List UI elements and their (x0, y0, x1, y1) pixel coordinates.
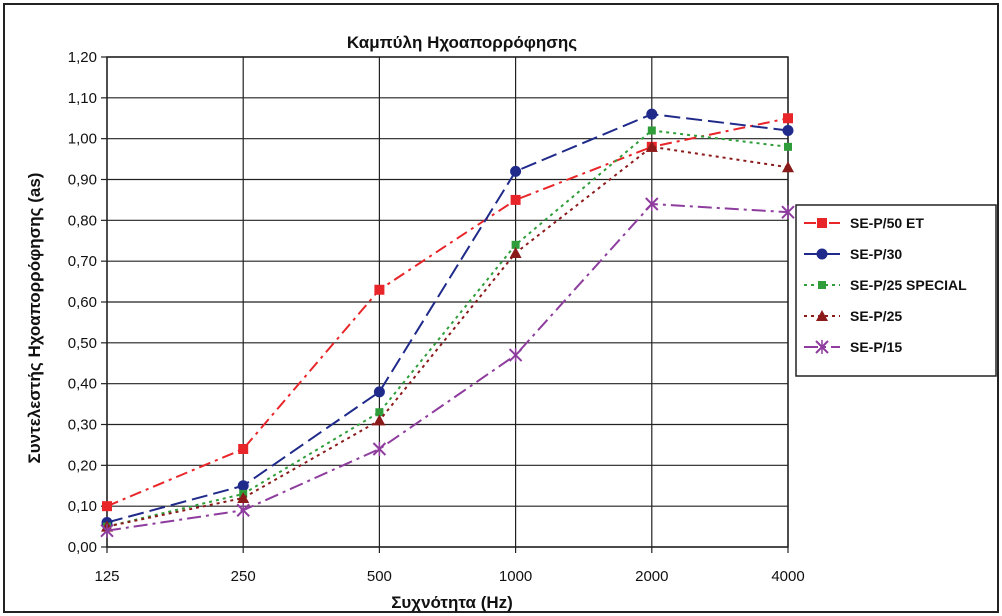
series-point-4 (373, 414, 386, 426)
series-point-5 (100, 523, 114, 538)
x-tick-label: 500 (367, 568, 392, 585)
y-tick-label: 0,70 (68, 253, 97, 270)
series-point-5 (508, 348, 523, 363)
y-tick-label: 0,00 (68, 539, 97, 556)
legend-label: SE-P/30 (850, 246, 902, 262)
y-tick-label: 0,60 (68, 294, 97, 311)
y-tick-label: 1,10 (68, 90, 97, 107)
x-tick-label: 4000 (771, 568, 804, 585)
x-tick-label: 125 (94, 568, 119, 585)
x-tick-label: 1000 (499, 568, 532, 585)
series-point-5 (645, 197, 659, 211)
series-point-4 (509, 247, 522, 258)
series-point-2 (510, 165, 522, 177)
y-tick-label: 0,80 (68, 212, 97, 229)
x-axis-title: Συχνότητα (Hz) (391, 593, 513, 612)
legend: SE-P/50 ET SE-P/30 SE-P/25 SPECIAL SE-P/25 S… (795, 204, 997, 377)
y-tick-label: 0,30 (68, 417, 97, 434)
series-point-1 (783, 113, 793, 124)
legend-box (795, 204, 997, 377)
series-line-4 (106, 145, 789, 528)
series-point-2 (782, 125, 794, 136)
series-point-5 (781, 205, 795, 220)
legend-swatch-marker (816, 248, 828, 260)
y-tick-label: 1,20 (68, 49, 97, 66)
series-point-4 (782, 161, 794, 173)
legend-swatch-marker (817, 218, 827, 228)
series-point-5 (372, 442, 387, 456)
legend-label: SE-P/25 SPECIAL (850, 277, 967, 293)
legend-swatch-marker (815, 340, 829, 354)
series-point-1 (102, 501, 112, 512)
series-point-1 (510, 194, 521, 205)
y-axis-title: Συντελεστής Ηχοαπορρόφησης (as) (25, 173, 44, 464)
series-point-2 (237, 480, 249, 492)
series-point-3 (511, 240, 520, 249)
y-tick-label: 0,40 (68, 376, 97, 393)
y-tick-label: 0,10 (68, 498, 97, 515)
series-point-1 (374, 284, 385, 295)
legend-swatch-marker (816, 310, 828, 321)
y-tick-label: 1,00 (68, 131, 97, 148)
y-tick-label: 0,50 (68, 335, 97, 352)
chart-title: Καμπύλη Ηχοαπορρόφησης (347, 33, 577, 52)
plot-area: 0,00 0,10 0,20 0,30 0,40 0,50 0,60 0,70 0,80 0,90… (68, 49, 805, 585)
series-point-1 (238, 444, 249, 454)
legend-label: SE-P/25 (850, 308, 902, 324)
series-point-4 (645, 140, 658, 152)
series-point-3 (375, 408, 384, 417)
y-tick-label: 0,20 (68, 457, 97, 474)
series-line-2 (106, 113, 789, 524)
series-point-2 (646, 108, 658, 120)
x-tick-label: 250 (231, 568, 256, 585)
series-point-3 (647, 126, 656, 135)
series-point-2 (373, 386, 385, 398)
legend-label: SE-P/15 (850, 339, 902, 355)
series-line-5 (106, 202, 789, 532)
legend-label: SE-P/50 ET (850, 215, 924, 231)
legend-swatch-marker (818, 281, 826, 289)
y-tick-label: 0,90 (68, 172, 97, 189)
series-point-5 (236, 503, 250, 518)
series-point-3 (784, 142, 792, 151)
x-tick-label: 2000 (635, 568, 668, 585)
series-line-3 (106, 129, 789, 528)
series-point-4 (237, 492, 250, 503)
